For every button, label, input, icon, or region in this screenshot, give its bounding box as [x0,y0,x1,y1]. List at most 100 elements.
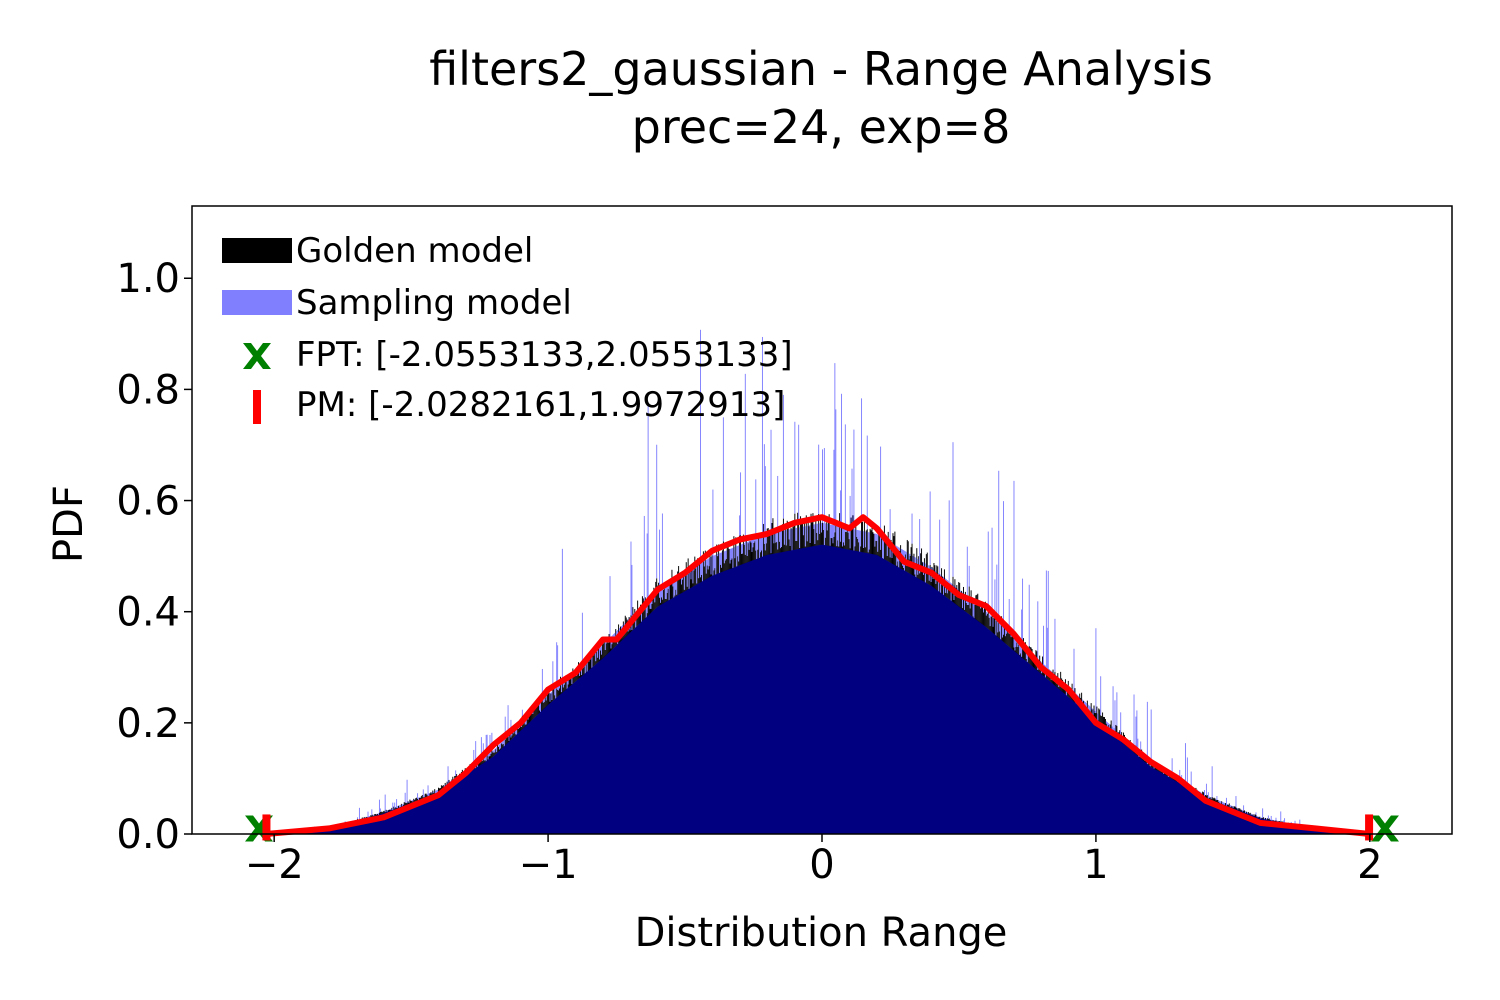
sampling-model-bar [1222,802,1224,805]
sampling-model-bar [1274,820,1276,821]
sampling-model-bar [835,409,837,521]
sampling-model-bar [482,743,484,755]
sampling-model-bar [1283,820,1285,823]
sampling-model-bar [739,515,741,536]
sampling-model-bar [761,536,762,551]
chart-subtitle: prec=24, exp=8 [632,100,1011,154]
sampling-model-bar [947,580,949,584]
sampling-model-bar [710,556,712,575]
sampling-model-bar [521,709,523,716]
sampling-model-bar [379,808,381,812]
sampling-model-bar [673,579,675,600]
sampling-model-bar [841,393,843,527]
sampling-model-bar [1208,796,1210,798]
sampling-model-bar [795,528,797,542]
sampling-model-bar [759,536,761,561]
sampling-model-bar [1019,642,1021,655]
sampling-model-bar [661,513,663,600]
sampling-model-bar [732,547,734,571]
sampling-model-bar [942,576,944,597]
sampling-model-bar [791,528,793,553]
y-tick-label: 0.6 [116,479,180,525]
sampling-model-bar [1190,771,1192,787]
sampling-model-bar [909,554,911,556]
sampling-model-bar [1097,713,1099,721]
sampling-model-bar [1271,819,1273,821]
sampling-model-bar [832,525,834,544]
sampling-model-bar [757,537,759,550]
sampling-model-bar [1002,626,1004,638]
sampling-model-bar [1226,803,1228,805]
sampling-model-bar [781,530,782,547]
sampling-model-bar [488,753,490,757]
sampling-model-bar [1179,769,1181,778]
sampling-model-bar [796,527,798,541]
sampling-model-bar [541,668,543,698]
sampling-model-bar [650,596,652,609]
sampling-model-bar [747,541,749,544]
sampling-model-bar [867,532,869,553]
sampling-model-bar [720,552,722,565]
sampling-model-bar [1215,799,1217,801]
sampling-model-bar [1111,726,1113,731]
sampling-model-bar [1133,694,1135,747]
sampling-model-bar [866,435,868,530]
sampling-model-bar [1087,704,1089,711]
sampling-model-bar [1201,792,1203,795]
sampling-model-bar [701,562,702,575]
sampling-model-bar [555,688,557,699]
sampling-model-bar [1045,570,1047,675]
sampling-model-bar [826,523,828,531]
sampling-model-bar [498,745,500,747]
sampling-model-bar [369,815,371,817]
sampling-model-bar [542,699,544,703]
sampling-model-bar [436,790,438,794]
sampling-model-bar [357,817,359,820]
sampling-model-bar [838,526,840,547]
sampling-model-bar [406,779,408,804]
sampling-model-bar [1251,814,1253,816]
sampling-model-bar [543,698,545,703]
sampling-model-bar [398,805,400,808]
sampling-model-bar [994,579,996,613]
sampling-model-bar [776,531,778,542]
sampling-model-bar [1047,570,1049,672]
sampling-model-bar [911,513,913,544]
sampling-model-bar [818,444,820,514]
sampling-model-bar [1008,598,1010,635]
sampling-model-bar [819,523,821,534]
sampling-model-bar [849,495,851,549]
sampling-model-bar [912,555,914,566]
sampling-model-bar [426,794,428,796]
sampling-model-bar [643,515,645,602]
sampling-model-bar [966,546,968,605]
sampling-model-bar [990,616,992,617]
sampling-model-bar [418,797,420,798]
sampling-model-bar [431,792,433,794]
sampling-model-bar [882,537,883,560]
sampling-model-bar [1092,709,1094,718]
sampling-model-bar [1256,815,1258,818]
sampling-model-bar [1294,820,1296,825]
sampling-model-bar [609,576,611,639]
y-tick-label: 0.0 [116,812,180,858]
sampling-model-bar [1229,805,1231,808]
sampling-model-bar [581,612,583,664]
sampling-model-bar [705,559,707,574]
sampling-model-bar [1205,783,1207,796]
sampling-model-bar [1150,709,1152,760]
sampling-model-bar [987,531,989,609]
sampling-model-bar [1204,790,1206,798]
sampling-model-bar [500,742,502,744]
sampling-model-bar [504,716,506,740]
sampling-model-bar [554,688,556,696]
sampling-model-bar [1015,638,1017,647]
sampling-model-bar [373,814,375,816]
sampling-model-bar [1224,802,1226,805]
sampling-model-bar [368,816,370,818]
sampling-model-bar [1021,609,1023,657]
sampling-model-bar [683,573,685,590]
sampling-model-bar [502,740,504,745]
sampling-model-bar [842,527,844,543]
sampling-model-bar [983,609,984,613]
